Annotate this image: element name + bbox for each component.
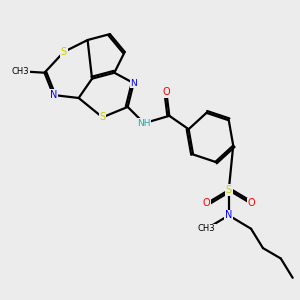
Text: CH3: CH3 — [12, 67, 29, 76]
Text: S: S — [226, 185, 232, 195]
Text: NH: NH — [137, 119, 151, 128]
Text: N: N — [225, 210, 232, 220]
Text: CH3: CH3 — [198, 224, 215, 233]
Text: S: S — [61, 47, 67, 57]
Text: N: N — [50, 90, 57, 100]
Text: N: N — [130, 79, 137, 88]
Text: S: S — [99, 112, 106, 122]
Text: O: O — [163, 87, 170, 97]
Text: O: O — [203, 199, 210, 208]
Text: O: O — [247, 199, 255, 208]
